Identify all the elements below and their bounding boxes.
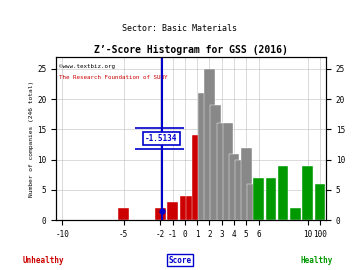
Bar	[198, 93, 208, 220]
Title: Z’-Score Histogram for GSS (2016): Z’-Score Histogram for GSS (2016)	[94, 45, 288, 55]
Bar	[186, 196, 196, 220]
Bar	[278, 166, 288, 220]
Bar	[192, 136, 202, 220]
Bar	[247, 184, 258, 220]
Bar	[229, 154, 239, 220]
Bar	[290, 208, 301, 220]
Bar	[241, 147, 252, 220]
Bar	[167, 202, 178, 220]
Bar	[118, 208, 129, 220]
Text: ©www.textbiz.org: ©www.textbiz.org	[59, 64, 114, 69]
Bar	[315, 184, 325, 220]
Bar	[223, 123, 233, 220]
Bar	[302, 166, 313, 220]
Text: Healthy: Healthy	[301, 256, 333, 265]
Y-axis label: Number of companies (246 total): Number of companies (246 total)	[30, 80, 35, 197]
Bar	[210, 105, 221, 220]
Bar	[180, 196, 190, 220]
Text: Score: Score	[168, 256, 192, 265]
Bar	[253, 178, 264, 220]
Text: -1.5134: -1.5134	[145, 134, 177, 143]
Text: Unhealthy: Unhealthy	[22, 256, 64, 265]
Bar	[266, 178, 276, 220]
Text: Sector: Basic Materials: Sector: Basic Materials	[122, 24, 238, 33]
Text: The Research Foundation of SUNY: The Research Foundation of SUNY	[59, 75, 167, 80]
Bar	[217, 123, 227, 220]
Bar	[155, 208, 166, 220]
Bar	[235, 160, 246, 220]
Bar	[204, 69, 215, 220]
